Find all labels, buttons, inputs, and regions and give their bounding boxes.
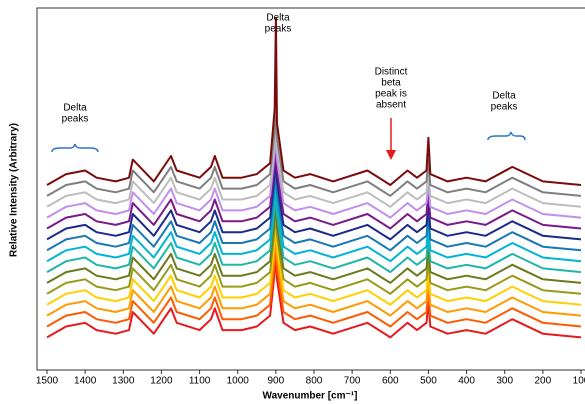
x-tick-label: 1400: [74, 376, 97, 387]
annotation: peaks: [62, 114, 89, 125]
x-tick-label: 1500: [36, 376, 59, 387]
spectrum-line: [46, 17, 582, 186]
annotation: peaks: [491, 102, 518, 113]
annotation: beta: [381, 78, 401, 89]
annotation: peak is: [375, 89, 407, 100]
x-tick-label: 800: [306, 376, 323, 387]
x-tick-label: 1300: [112, 376, 135, 387]
annotation: Delta: [266, 13, 290, 24]
x-tick-label: 300: [496, 376, 513, 387]
x-tick-label: 100: [573, 376, 585, 387]
x-tick-label: 1100: [189, 376, 211, 387]
annotation: Distinct: [375, 67, 408, 78]
annotation: Delta: [63, 103, 87, 114]
x-tick-label: 600: [382, 376, 399, 387]
annotation: Delta: [492, 91, 516, 102]
x-tick-label: 1000: [227, 376, 250, 387]
arrow-head: [386, 150, 396, 160]
annotation: absent: [376, 100, 406, 111]
x-axis-label: Wavenumber [cm⁻¹]: [263, 391, 358, 402]
brace: [51, 143, 99, 153]
brace: [487, 131, 526, 141]
x-tick-label: 1200: [150, 376, 173, 387]
x-tick-label: 900: [268, 376, 285, 387]
x-tick-label: 500: [420, 376, 437, 387]
x-tick-label: 400: [458, 376, 475, 387]
x-tick-label: 700: [344, 376, 361, 387]
y-axis-label: Relative Intensity (Arbitrary): [9, 123, 20, 257]
x-tick-label: 200: [535, 376, 552, 387]
annotation: peaks: [265, 24, 292, 35]
